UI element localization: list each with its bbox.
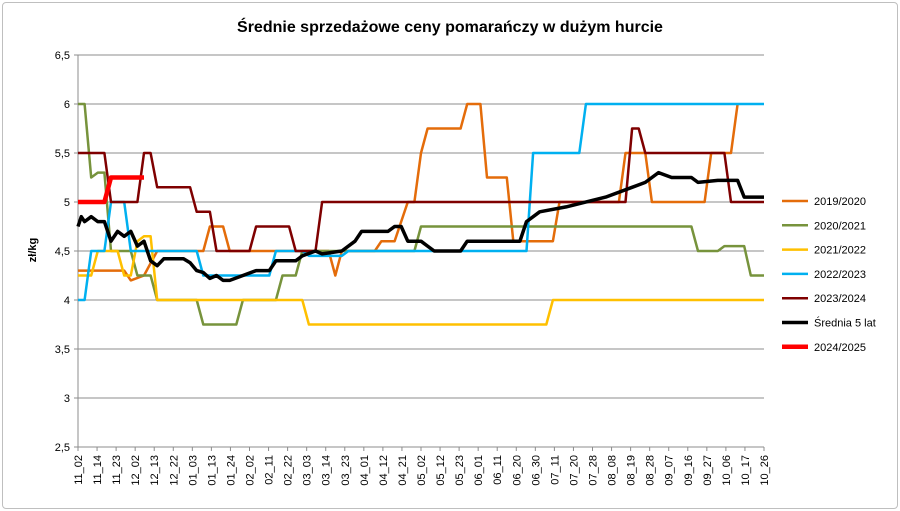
x-tick-label: 08_19 — [626, 455, 638, 486]
legend-label: 2019/2020 — [814, 196, 866, 208]
y-tick-label: 4,5 — [55, 246, 70, 258]
chart-title: Średnie sprzedażowe ceny pomarańczy w du… — [237, 17, 663, 36]
legend-label: 2020/2021 — [814, 220, 866, 232]
x-tick-label: 10_17 — [740, 455, 752, 486]
legend-label: Średnia 5 lat — [814, 317, 876, 330]
series-line — [78, 127, 764, 253]
y-tick-label: 2,5 — [55, 442, 70, 454]
x-tick-label: 08_28 — [645, 455, 657, 486]
x-tick-label: 01_03 — [187, 455, 199, 486]
x-tick-label: 01_24 — [225, 455, 237, 486]
x-tick-label: 03_03 — [302, 455, 314, 486]
x-tick-label: 04_12 — [378, 455, 390, 486]
x-tick-label: 06_20 — [511, 455, 523, 486]
x-tick-label: 05_12 — [435, 455, 447, 486]
x-tick-label: 12_22 — [168, 455, 180, 486]
x-tick-label: 09_27 — [702, 455, 714, 486]
x-tick-label: 06_11 — [492, 455, 504, 485]
x-tick-label: 04_01 — [359, 455, 371, 486]
y-tick-label: 3 — [64, 393, 70, 405]
y-axis-ticks: 2,5 3 3,5 4 4,5 5 5,5 6 6,5 — [55, 50, 78, 454]
x-tick-label: 07_28 — [588, 455, 600, 486]
y-tick-label: 6,5 — [55, 50, 70, 62]
x-tick-label: 11_14 — [92, 455, 104, 485]
x-tick-label: 10_06 — [721, 455, 733, 486]
legend-label: 2024/2025 — [814, 342, 866, 354]
x-tick-label: 09_16 — [683, 455, 695, 486]
x-tick-label: 12_13 — [149, 455, 161, 486]
x-tick-label: 03_23 — [340, 455, 352, 486]
y-tick-label: 5 — [64, 197, 70, 209]
x-tick-label: 02_22 — [283, 455, 295, 486]
x-tick-label: 06_01 — [473, 455, 485, 486]
legend: 2019/2020 2020/2021 2021/2022 2022/2023 2023… — [782, 196, 876, 354]
y-tick-label: 3,5 — [55, 344, 70, 356]
series-line — [78, 175, 144, 205]
x-tick-label: 05_23 — [454, 455, 466, 486]
x-tick-label: 05_02 — [416, 455, 428, 486]
x-tick-label: 11_23 — [111, 455, 123, 485]
y-tick-label: 6 — [64, 99, 70, 111]
x-tick-label: 01_13 — [206, 455, 218, 486]
legend-label: 2022/2023 — [814, 269, 866, 281]
y-axis-label: zł/kg — [27, 238, 39, 262]
x-tick-label: 04_21 — [397, 455, 409, 486]
series-line — [78, 102, 764, 326]
x-axis-ticks: 11_02 11_14 11_23 12_02 12_13 12_22 01_03 01_13… — [73, 447, 771, 486]
x-tick-label: 10_26 — [759, 455, 771, 486]
x-tick-label: 02_11 — [264, 455, 276, 485]
x-tick-label: 08_08 — [607, 455, 619, 486]
series-line — [76, 170, 764, 283]
series-line — [78, 235, 764, 326]
x-tick-label: 07_20 — [568, 455, 580, 486]
legend-label: 2023/2024 — [814, 293, 866, 305]
x-tick-label: 02_02 — [245, 455, 257, 486]
y-tick-label: 4 — [64, 295, 70, 307]
x-tick-label: 11_02 — [73, 455, 85, 485]
x-tick-label: 07_11 — [549, 455, 561, 485]
x-tick-label: 03_14 — [321, 455, 333, 486]
x-tick-label: 12_02 — [130, 455, 142, 486]
series-lines — [76, 102, 764, 326]
y-tick-label: 5,5 — [55, 148, 70, 160]
legend-label: 2021/2022 — [814, 245, 866, 257]
x-tick-label: 09_07 — [664, 455, 676, 486]
x-tick-label: 06_30 — [530, 455, 542, 486]
